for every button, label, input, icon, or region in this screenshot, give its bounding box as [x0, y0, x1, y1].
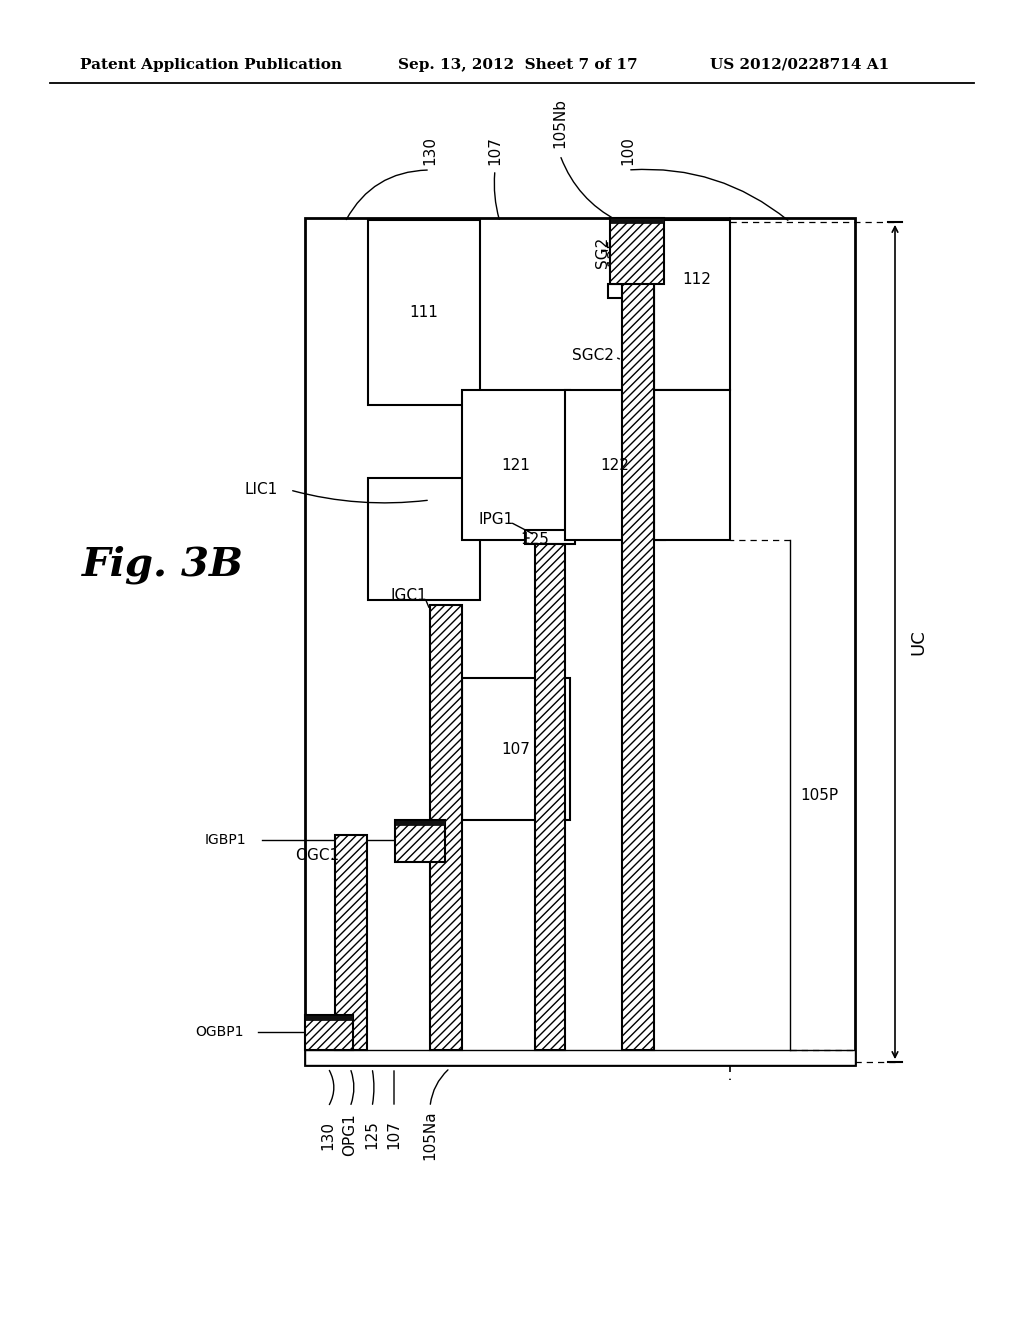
Bar	[305, 1015, 353, 1020]
Bar	[395, 820, 445, 862]
Text: 130: 130	[423, 136, 437, 165]
Bar	[654, 220, 730, 389]
Text: 125: 125	[365, 1121, 380, 1150]
Text: OGC1: OGC1	[295, 847, 339, 862]
Text: 112: 112	[683, 272, 712, 288]
Bar	[305, 1015, 353, 1049]
Text: 105P: 105P	[800, 788, 838, 803]
Bar	[622, 280, 654, 1049]
Text: Fig. 3B: Fig. 3B	[82, 545, 244, 585]
Text: 125: 125	[520, 532, 549, 548]
Bar	[462, 389, 570, 540]
Bar	[610, 218, 664, 223]
Text: 130: 130	[321, 1121, 336, 1150]
Bar	[610, 218, 664, 284]
Text: 107: 107	[386, 1121, 401, 1150]
Bar	[535, 544, 565, 1049]
Text: Sep. 13, 2012  Sheet 7 of 17: Sep. 13, 2012 Sheet 7 of 17	[398, 58, 638, 73]
Text: 105Nb: 105Nb	[553, 98, 567, 148]
Bar	[654, 389, 730, 540]
Text: 107: 107	[502, 742, 530, 756]
Text: IGC1: IGC1	[390, 587, 427, 602]
Text: US 2012/0228714 A1: US 2012/0228714 A1	[710, 58, 889, 73]
Bar	[368, 478, 480, 601]
Bar	[430, 605, 462, 1049]
Text: UC: UC	[909, 630, 927, 655]
Text: IPG1: IPG1	[478, 512, 513, 528]
Bar	[462, 678, 570, 820]
Text: LIC1: LIC1	[245, 483, 279, 498]
Bar	[395, 820, 445, 825]
Text: 107: 107	[487, 136, 503, 165]
Text: IGBP1: IGBP1	[205, 833, 247, 847]
Text: 111: 111	[410, 305, 438, 319]
Text: OGBP1: OGBP1	[195, 1026, 244, 1039]
Text: OPG1: OPG1	[342, 1114, 357, 1156]
Bar	[368, 220, 480, 405]
Bar	[305, 218, 855, 1065]
Text: 105Na: 105Na	[423, 1110, 437, 1160]
Bar	[335, 836, 367, 1049]
Bar	[565, 389, 665, 540]
Text: Patent Application Publication: Patent Application Publication	[80, 58, 342, 73]
Bar	[525, 531, 575, 544]
Bar	[305, 1049, 855, 1065]
Bar	[608, 284, 666, 298]
Text: SGC2: SGC2	[572, 347, 613, 363]
Text: 121: 121	[502, 458, 530, 473]
Text: 125: 125	[606, 238, 621, 267]
Text: SG2: SG2	[595, 236, 610, 268]
Text: 122: 122	[600, 458, 630, 473]
Text: 100: 100	[621, 136, 636, 165]
